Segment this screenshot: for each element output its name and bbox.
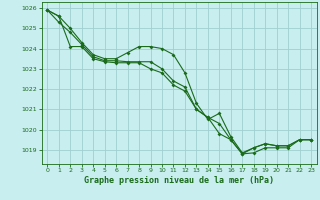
X-axis label: Graphe pression niveau de la mer (hPa): Graphe pression niveau de la mer (hPa) [84, 176, 274, 185]
